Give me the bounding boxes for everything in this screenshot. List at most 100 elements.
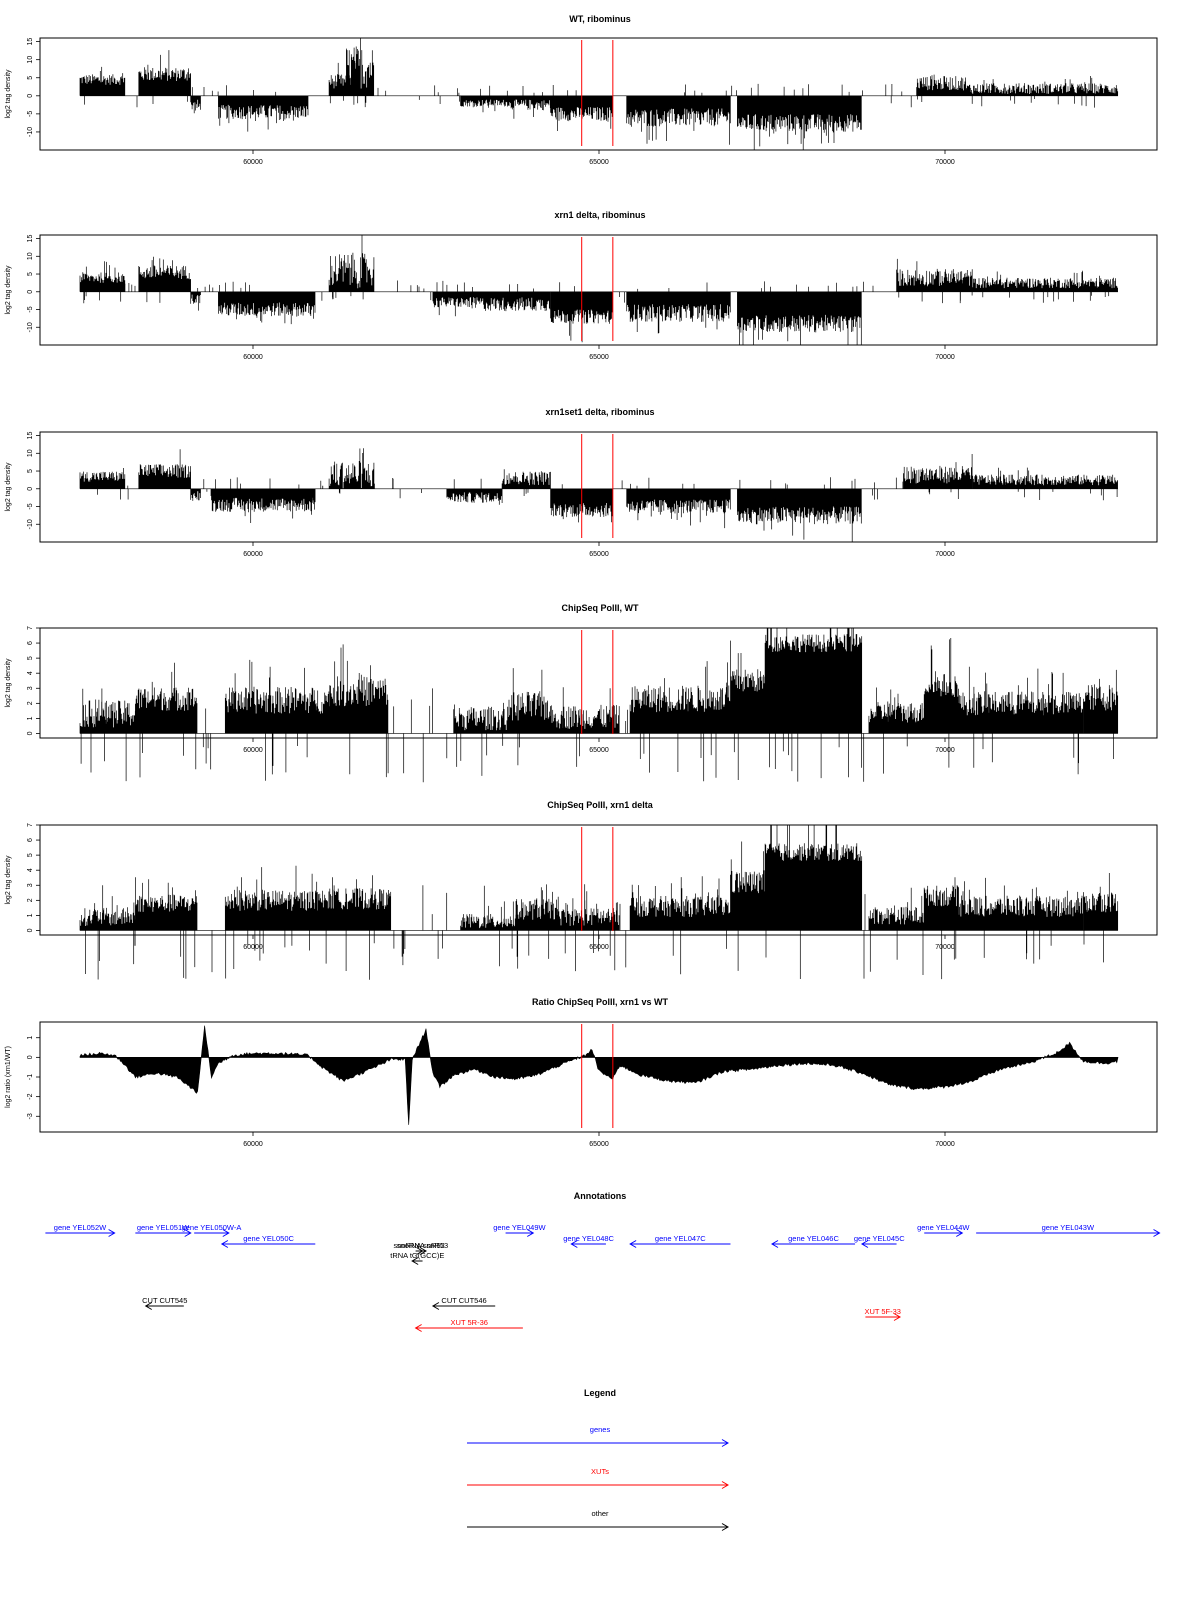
signal-sparse [85,881,1104,980]
plot-frame [39,627,1158,739]
signal-segment [328,644,389,734]
y-tick-label: 5 [27,469,34,473]
feature-label: gene YEL043W [1042,1223,1095,1232]
y-tick-label: 1 [27,716,34,720]
signal-segment [550,704,620,734]
arrowhead-icon [860,1240,869,1248]
y-tick-label: 0 [27,487,34,491]
signal-segment [629,661,731,734]
arrowhead-icon [144,1302,152,1310]
y-tick-label: 0 [27,928,34,932]
signal-segment [626,95,731,145]
signal-sparse [83,280,1117,304]
x-tick-label: 65000 [589,354,609,361]
signal-segment [79,468,126,489]
signal-segment [79,896,136,931]
x-tick-label: 60000 [243,1141,263,1148]
signal-segment [328,235,375,292]
legend-entry: other [467,1509,729,1531]
feature-label: XUT 5R-36 [451,1318,488,1327]
y-tick-label: 7 [27,823,34,827]
signal-segment [224,865,330,931]
signal-segment [508,95,551,119]
feature-label: gene YEL050C [243,1234,294,1243]
y-axis-label: log2 ratio (xrn1/WT) [5,1046,12,1108]
annotation-feature: CUT CUT545 [142,1296,187,1310]
y-tick-label: -10 [27,519,34,529]
signal-segment [190,291,201,311]
x-tick-label: 60000 [243,551,263,558]
y-tick-label: 7 [27,626,34,630]
series-bars [79,235,1118,345]
signal-segment [328,448,375,489]
signal-segment [958,666,1084,734]
arrowhead-icon [222,1229,230,1237]
y-tick-label: 5 [27,76,34,80]
series-bars [79,38,1119,150]
panel-p4: ChipSeq PolII, WT 0 1 2 3 4 5 6 7 log2 tag densit… [5,603,1158,783]
panel-p3: xrn1set1 delta, ribominus -10 -5 0 5 10 15 log2… [5,407,1158,558]
arrowhead-icon [527,1229,535,1237]
signal-segment [923,877,959,931]
annotation-feature: gene YEL050C [220,1234,316,1248]
signal-segment [730,640,766,734]
signal-segment [958,877,1084,931]
legend-entry: genes [467,1425,729,1447]
arrowhead-icon [721,1481,729,1489]
signal-segment [557,896,620,931]
arrowhead-icon [629,1240,637,1248]
x-tick-label: 60000 [243,354,263,361]
x-tick-label: 60000 [243,944,263,951]
arrowhead-icon [411,1257,419,1265]
signal-segment [460,95,510,113]
signal-segment [916,74,966,96]
annotation-feature: gene YEL044W [917,1223,970,1237]
feature-label: gene YEL050W-A [182,1223,242,1232]
x-tick-label: 60000 [243,747,263,754]
y-axis-label: log2 tag density [5,462,12,512]
annotation-feature: gene YEL045C [854,1234,905,1248]
y-tick-label: 15 [27,432,34,440]
signal-segment [737,488,862,542]
feature-label: CUT CUT546 [441,1296,486,1305]
plot-frame [39,234,1158,346]
panel-p2: xrn1 delta, ribominus -10 -5 0 5 10 15 log2 tag… [5,210,1158,361]
signal-segment [79,261,126,292]
y-tick-label: 1 [27,1036,34,1040]
feature-label: snoRNA snR53 [397,1241,448,1250]
series-bars [79,628,1119,783]
panel-title: Ratio ChipSeq PolII, xrn1 vs WT [532,997,669,1007]
annotation-feature: tRNA tG(GCC)E [390,1251,444,1265]
feature-label: gene YEL044W [917,1223,970,1232]
annotation-feature: gene YEL047C [629,1234,731,1248]
signal-segment [501,469,551,489]
arrowhead-icon [414,1324,422,1332]
y-tick-label: 0 [27,1055,34,1059]
signal-segment [896,258,973,292]
feature-label: snoRNA snR52 [393,1241,444,1250]
annotations-title: Annotations [574,1191,627,1201]
y-tick-label: 0 [27,290,34,294]
annotation-feature: gene YEL052W [45,1223,116,1237]
signal-segment [138,256,191,292]
plot-frame [39,37,1158,151]
y-tick-label: 10 [27,449,34,457]
legend-entry: XUTs [467,1467,729,1489]
signal-segment [737,291,862,345]
panel-title: ChipSeq PolII, WT [562,603,639,613]
x-tick-label: 70000 [935,551,955,558]
signal-segment [972,270,1118,292]
x-tick-label: 70000 [935,159,955,166]
annotation-feature: snoRNA snR53 [397,1241,448,1255]
signal-segment [972,467,1118,489]
arrowhead-icon [431,1302,440,1310]
annotation-feature: XUT 5R-36 [414,1318,523,1332]
signal-segment [79,66,126,96]
y-tick-label: -1 [27,1074,34,1080]
panel-p5: ChipSeq PolII, xrn1 delta 0 1 2 3 4 5 6 7 log2 ta… [5,800,1158,980]
y-axis-label: log2 tag density [5,69,12,119]
x-tick-label: 70000 [935,354,955,361]
signal-segment [446,488,503,505]
